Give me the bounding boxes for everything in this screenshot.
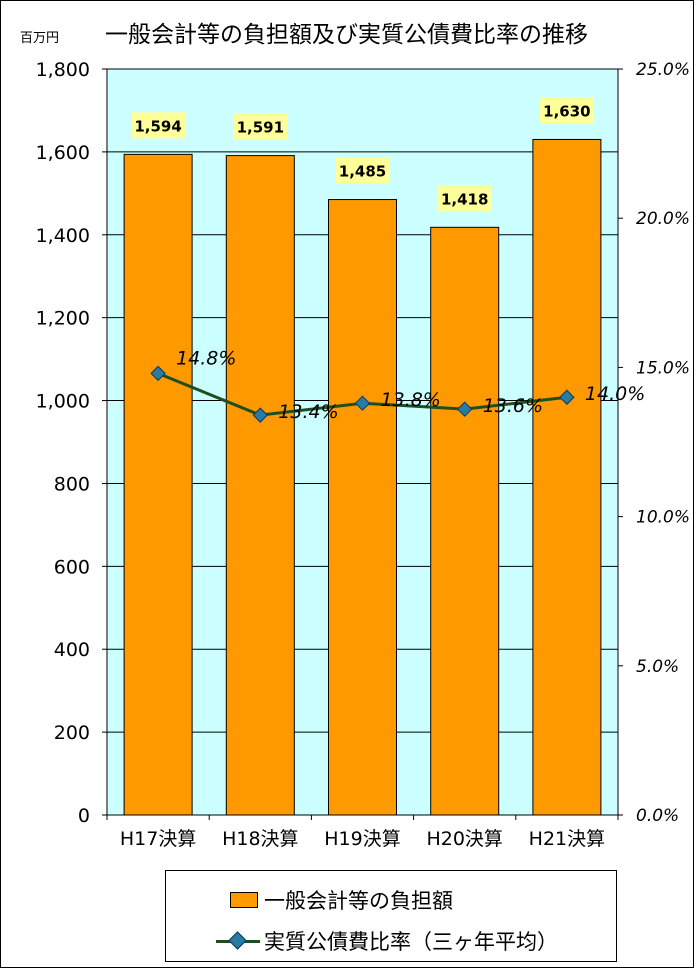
x-tick-label: H18決算: [222, 828, 298, 850]
right-tick-label: 10.0%: [636, 508, 690, 528]
ratio-marker: [150, 365, 166, 382]
bar-label-bg: [437, 185, 492, 212]
left-tick-label: 1,800: [36, 59, 90, 81]
right-tick-label: 20.0%: [636, 209, 690, 229]
bar-data-label: 1,630: [543, 102, 590, 120]
ratio-data-label: 14.8%: [176, 347, 236, 369]
ratio-marker: [456, 401, 473, 417]
bar: [123, 153, 193, 816]
bar: [430, 226, 500, 816]
left-tick-label: 1,400: [36, 225, 90, 247]
right-tick-label: 5.0%: [636, 657, 679, 677]
left-tick-label: 400: [54, 639, 90, 661]
ratio-marker: [252, 407, 269, 423]
bar-data-label: 1,418: [441, 190, 488, 208]
bar-label-bg: [233, 113, 288, 140]
bar: [532, 138, 602, 816]
bar-label-bg: [539, 97, 594, 124]
ratio-data-label: 13.8%: [381, 389, 441, 411]
x-tick-label: H19決算: [324, 828, 400, 850]
legend-item-line: 実質公債費比率（三ヶ年平均）: [166, 926, 558, 956]
right-tick-label: 25.0%: [636, 60, 690, 80]
legend-bar-label: 一般会計等の負担額: [264, 889, 453, 913]
chart-title: 一般会計等の負担額及び実質公債費比率の推移: [105, 22, 588, 48]
bar: [328, 199, 397, 816]
left-tick-label: 200: [54, 722, 90, 744]
left-tick-label: 0: [78, 805, 90, 827]
left-tick-label: 1,000: [36, 391, 90, 413]
legend-bar-swatch: [230, 892, 258, 908]
legend-item-bar: 一般会計等の負担額: [166, 885, 453, 915]
right-tick-label: 15.0%: [636, 358, 690, 378]
left-tick-label: 600: [54, 556, 90, 578]
legend: 一般会計等の負担額 実質公債費比率（三ヶ年平均）: [165, 870, 617, 962]
ratio-data-label: 13.4%: [278, 401, 338, 423]
bar-data-label: 1,594: [134, 117, 181, 135]
ratio-marker: [354, 395, 371, 411]
bar: [225, 155, 295, 816]
left-tick-label: 1,200: [36, 308, 90, 330]
legend-line-label: 実質公債費比率（三ヶ年平均）: [264, 930, 558, 954]
left-tick-label: 1,600: [36, 142, 90, 164]
ratio-marker: [559, 389, 575, 405]
ratio-data-label: 13.6%: [483, 395, 543, 417]
bar-label-bg: [335, 157, 390, 184]
bar-data-label: 1,591: [237, 119, 284, 137]
y-unit-label: 百万円: [20, 31, 59, 46]
right-tick-label: 0.0%: [636, 806, 679, 826]
x-tick-label: H17決算: [120, 828, 196, 850]
x-tick-label: H21決算: [529, 828, 605, 850]
x-tick-label: H20決算: [426, 828, 502, 850]
left-tick-label: 800: [54, 473, 90, 495]
ratio-data-label: 14.0%: [585, 383, 645, 405]
legend-line-marker: [216, 931, 260, 951]
bar-data-label: 1,485: [339, 163, 386, 181]
bar-label-bg: [131, 112, 186, 139]
